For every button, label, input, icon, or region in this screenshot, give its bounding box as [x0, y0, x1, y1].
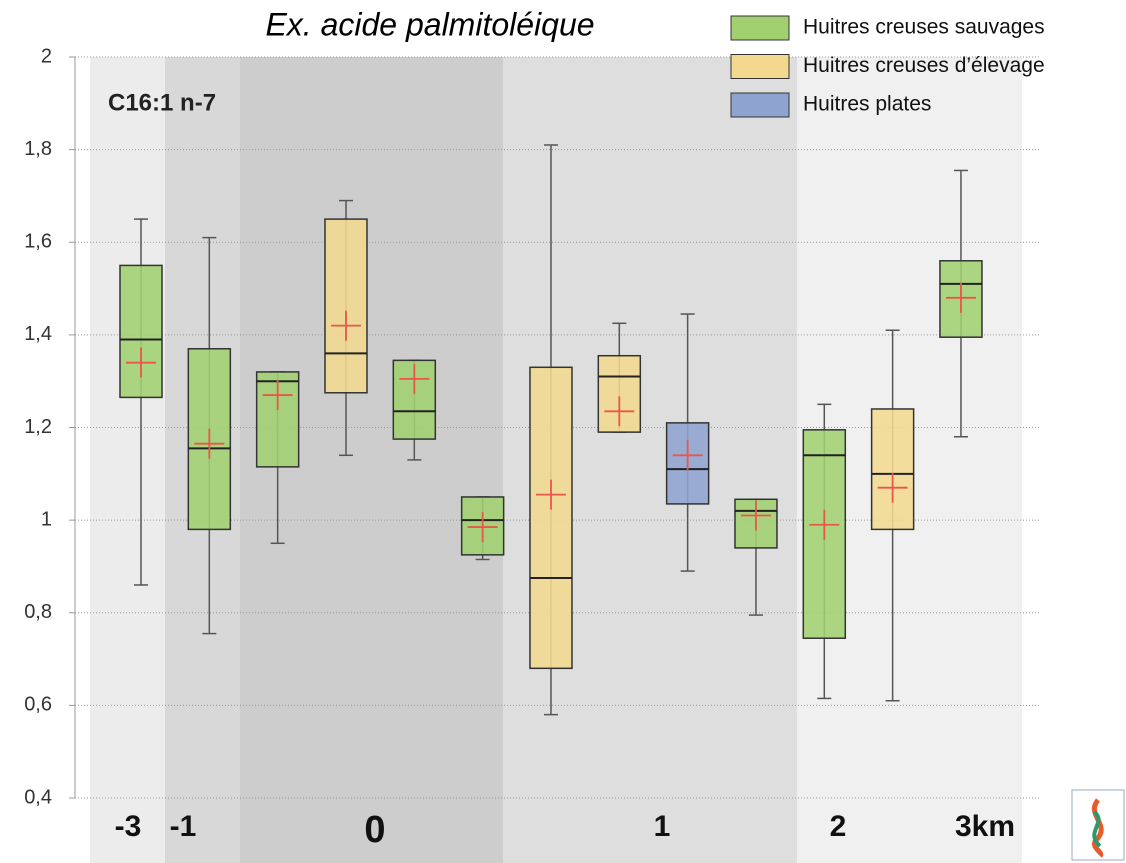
legend-label: Huitres creuses d’élevage [803, 54, 1045, 77]
distance-label: -1 [170, 810, 197, 843]
mean-marker [740, 500, 771, 531]
legend-swatch [730, 15, 790, 41]
legend-label: Huitres creuses sauvages [803, 16, 1045, 39]
band [90, 57, 165, 863]
box [392, 359, 437, 440]
y-tick-label: 0,6 [24, 694, 52, 716]
box [529, 366, 573, 670]
logo [1071, 789, 1125, 861]
mean-marker [194, 428, 225, 459]
y-tick-label: 1,2 [24, 416, 52, 438]
y-tick-label: 1 [41, 508, 52, 530]
mean-marker [877, 472, 908, 503]
y-tick-label: 1,6 [24, 231, 52, 253]
mean-marker [399, 363, 430, 394]
box [119, 264, 163, 399]
distance-label: 3km [955, 810, 1015, 843]
mean-marker [262, 380, 293, 411]
distance-label: 1 [654, 810, 671, 843]
mean-marker [809, 509, 840, 540]
mean-marker [467, 512, 498, 543]
legend-swatch [730, 92, 790, 118]
mean-marker [672, 440, 703, 471]
box [870, 408, 915, 531]
distance-label: 0 [364, 809, 385, 851]
y-tick-label: 2 [41, 45, 52, 67]
y-tick-label: 0,4 [24, 786, 52, 808]
mean-marker [126, 347, 156, 378]
box [324, 218, 368, 394]
y-tick-label: 1,4 [24, 323, 52, 345]
y-tick-label: 0,8 [24, 601, 52, 623]
legend-label: Huitres plates [803, 93, 931, 116]
legend-swatch [730, 54, 790, 79]
chart-title: Ex. acide palmitoléique [265, 6, 594, 42]
mean-marker [945, 282, 976, 313]
distance-label: -3 [115, 810, 142, 843]
mean-marker [330, 310, 361, 341]
mean-marker [604, 396, 635, 427]
distance-label: 2 [830, 810, 847, 843]
mean-marker [535, 479, 566, 510]
subtitle: C16:1 n-7 [108, 89, 216, 116]
box [665, 422, 710, 505]
y-tick-label: 1,8 [24, 138, 52, 160]
box [187, 348, 232, 531]
